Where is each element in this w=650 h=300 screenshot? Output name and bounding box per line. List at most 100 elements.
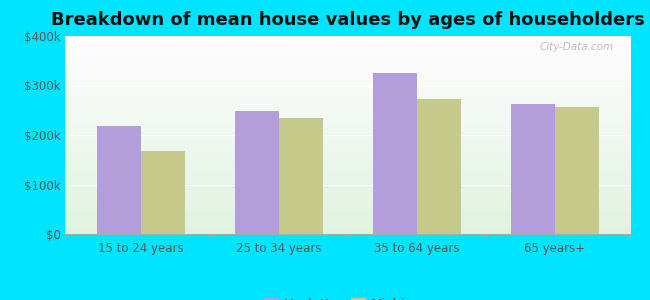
Bar (65, 98, 630, 99)
Bar (65, 113, 630, 115)
Bar (65, 107, 630, 109)
Bar (554, 107, 599, 234)
Bar (65, 89, 630, 92)
Bar (65, 202, 630, 204)
Bar (65, 145, 630, 147)
Bar (65, 38, 630, 40)
Bar (65, 149, 630, 151)
Title: Breakdown of mean house values by ages of householders: Breakdown of mean house values by ages o… (51, 11, 645, 29)
Bar (65, 115, 630, 117)
Bar (65, 123, 630, 125)
Bar (65, 187, 630, 188)
Bar (65, 218, 630, 220)
Bar (65, 230, 630, 232)
Bar (65, 192, 630, 194)
Bar (65, 93, 630, 95)
Bar (65, 83, 630, 85)
Bar (65, 103, 630, 105)
Bar (65, 40, 630, 42)
Bar (65, 171, 630, 172)
Bar (65, 117, 630, 119)
Bar (65, 153, 630, 155)
Bar (65, 228, 630, 230)
Bar (65, 88, 630, 89)
Bar (372, 73, 417, 234)
Bar (65, 36, 630, 38)
Bar (65, 44, 630, 46)
Bar (65, 127, 630, 129)
Bar (65, 101, 630, 103)
Bar (65, 85, 630, 88)
Bar (65, 119, 630, 121)
Bar (417, 99, 461, 234)
Bar (65, 72, 630, 74)
Bar (65, 99, 630, 101)
Bar (65, 232, 630, 234)
Bar (65, 198, 630, 200)
Bar (65, 210, 630, 212)
Bar (65, 206, 630, 208)
Bar (65, 139, 630, 141)
Legend: Haslett, Michigan: Haslett, Michigan (265, 298, 431, 300)
Bar (65, 105, 630, 107)
Bar (65, 159, 630, 161)
Bar (65, 143, 630, 145)
Bar (65, 194, 630, 196)
Bar (65, 95, 630, 98)
Bar (65, 147, 630, 149)
Bar (65, 64, 630, 66)
Bar (65, 163, 630, 165)
Bar (65, 131, 630, 133)
Bar (65, 161, 630, 163)
Bar (65, 204, 630, 206)
Bar (65, 50, 630, 52)
Bar (65, 70, 630, 72)
Bar (65, 165, 630, 167)
Bar (65, 224, 630, 226)
Bar (65, 52, 630, 54)
Bar (65, 184, 630, 187)
Bar (65, 137, 630, 139)
Bar (65, 181, 630, 182)
Bar (65, 58, 630, 60)
Bar (65, 151, 630, 153)
Bar (65, 167, 630, 169)
Bar (65, 62, 630, 64)
Bar (65, 172, 630, 175)
Bar (65, 111, 630, 113)
Bar (510, 104, 554, 234)
Bar (65, 82, 630, 83)
Bar (65, 109, 630, 111)
Bar (65, 133, 630, 135)
Text: City-Data.com: City-Data.com (540, 42, 614, 52)
Bar (235, 111, 279, 234)
Bar (65, 216, 630, 218)
Bar (65, 48, 630, 50)
Bar (65, 56, 630, 58)
Bar (65, 54, 630, 56)
Bar (65, 222, 630, 224)
Bar (65, 121, 630, 123)
Bar (65, 80, 630, 82)
Bar (65, 60, 630, 62)
Bar (65, 74, 630, 76)
Bar (65, 208, 630, 210)
Bar (65, 212, 630, 214)
Bar (65, 196, 630, 198)
Bar (65, 135, 630, 137)
Bar (97, 126, 141, 234)
Bar (65, 78, 630, 80)
Bar (65, 92, 630, 93)
Bar (65, 182, 630, 184)
Bar (65, 175, 630, 177)
Bar (65, 214, 630, 216)
Bar (65, 190, 630, 192)
Bar (65, 68, 630, 70)
Bar (65, 125, 630, 127)
Bar (65, 169, 630, 171)
Bar (65, 141, 630, 143)
Bar (65, 42, 630, 44)
Bar (65, 200, 630, 202)
Bar (65, 66, 630, 68)
Bar (279, 118, 323, 234)
